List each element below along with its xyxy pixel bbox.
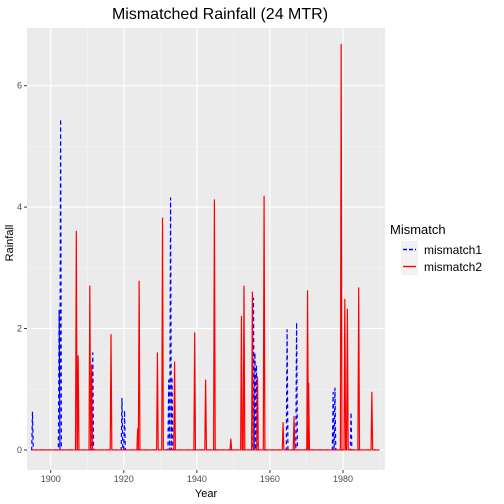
y-axis-title: Rainfall: [4, 225, 16, 262]
x-axis-ticks: 1900 1920 1940 1960 1980: [41, 470, 353, 484]
legend: Mismatch mismatch1 mismatch2: [390, 222, 482, 275]
y-tick-label: 4: [17, 202, 22, 212]
chart-title: Mismatched Rainfall (24 MTR): [112, 6, 328, 23]
legend-label-mismatch1: mismatch1: [424, 243, 482, 257]
x-tick-label: 1900: [41, 474, 61, 484]
x-tick-label: 1960: [260, 474, 280, 484]
y-tick-label: 2: [17, 324, 22, 334]
plot-panel: [27, 28, 385, 470]
x-axis-title: Year: [195, 488, 218, 500]
x-tick-label: 1980: [333, 474, 353, 484]
x-tick-label: 1940: [187, 474, 207, 484]
legend-title: Mismatch: [390, 222, 446, 237]
y-tick-label: 6: [17, 81, 22, 91]
legend-label-mismatch2: mismatch2: [424, 260, 482, 274]
series-line-mismatch1: [31, 118, 380, 451]
y-axis-ticks: 0 2 4 6: [17, 81, 27, 455]
series-line-mismatch2: [32, 43, 380, 451]
y-tick-label: 0: [17, 445, 22, 455]
x-tick-label: 1920: [114, 474, 134, 484]
